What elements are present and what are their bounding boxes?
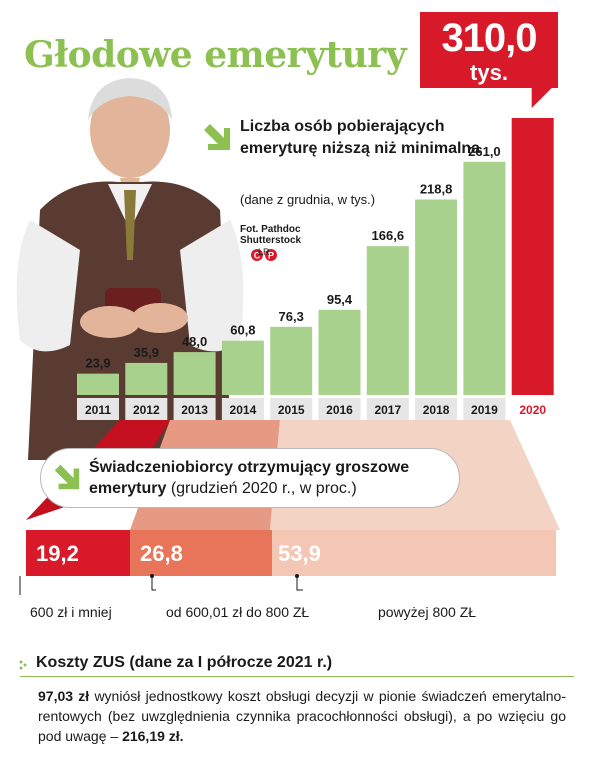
pct-title-bold: Świadczeniobiorcy otrzymujący groszowe e… bbox=[89, 459, 410, 497]
bar-2020 bbox=[511, 118, 554, 395]
bar-2018 bbox=[415, 199, 458, 395]
data-label-2017: 166,6 bbox=[372, 228, 405, 243]
pct-category-3: powyżej 800 ZŁ bbox=[378, 604, 477, 620]
chart-subtitle: (dane z grudnia, w tys.) bbox=[240, 192, 376, 207]
pct-segment-2 bbox=[130, 530, 272, 576]
data-label-2018: 218,8 bbox=[420, 181, 453, 196]
total-callout-notch bbox=[531, 88, 552, 108]
bar-2015 bbox=[270, 326, 313, 395]
pct-segment-3 bbox=[272, 530, 556, 576]
bar-2019 bbox=[463, 161, 506, 395]
total-2020-unit: tys. bbox=[470, 60, 508, 85]
bar-2014 bbox=[221, 340, 264, 395]
zus-heading: Koszty ZUS (dane za I półrocze 2021 r.) bbox=[36, 654, 333, 671]
pct-title-rest: (grudzień 2020 r., w proc.) bbox=[166, 480, 357, 497]
svg-text:P: P bbox=[268, 251, 274, 261]
axis-cell-2015 bbox=[270, 398, 313, 420]
bar-2011 bbox=[77, 373, 119, 395]
axis-cell-2017 bbox=[366, 398, 409, 420]
total-2020-box: 310,0 tys. bbox=[420, 12, 558, 88]
photo-credit: Fot. Pathdoc Shutterstock bbox=[240, 224, 301, 246]
axis-cell-2012 bbox=[125, 398, 168, 420]
data-label-2012: 35,9 bbox=[134, 345, 159, 360]
pct-title: Świadczeniobiorcy otrzymujący groszowe e… bbox=[89, 457, 459, 499]
axis-cell-2020 bbox=[511, 398, 554, 420]
tick-label-2016: 2016 bbox=[326, 403, 353, 417]
bar-2012 bbox=[125, 362, 168, 395]
data-label-2014: 60,8 bbox=[230, 323, 255, 338]
data-label-2019: 261,0 bbox=[468, 144, 501, 159]
pct-category-2: od 600,01 zł do 800 ZŁ bbox=[166, 604, 310, 620]
photo-credit-line-2: Shutterstock bbox=[240, 235, 302, 246]
arrow-down-right-icon bbox=[54, 464, 80, 490]
bar-chart-pensions: 2011 23,9 2012 35,9 2013 48,0 2014 60,8 2015 76,3… bbox=[77, 88, 554, 420]
axis-cell-2014 bbox=[221, 398, 264, 420]
zus-amount-2: 216,19 zł. bbox=[122, 728, 184, 744]
pct-label-2: 26,8 bbox=[140, 541, 183, 566]
dots-icon bbox=[19, 660, 27, 670]
data-label-2013: 48,0 bbox=[182, 334, 207, 349]
data-label-2016: 95,4 bbox=[327, 292, 353, 307]
total-2020-value: 310,0 bbox=[441, 16, 537, 60]
arrow-down-right-icon bbox=[204, 124, 230, 150]
bar-2013 bbox=[173, 352, 216, 395]
photo-credit-line-1: Fot. Pathdoc bbox=[240, 224, 301, 235]
pct-label-3: 53,9 bbox=[278, 541, 321, 566]
tick-label-2012: 2012 bbox=[133, 403, 160, 417]
zus-text: wyniósł jednostkowy koszt obsługi decyzj… bbox=[38, 688, 566, 744]
data-label-2015: 76,3 bbox=[279, 309, 304, 324]
svg-text:C: C bbox=[254, 251, 261, 261]
axis-cell-2018 bbox=[415, 398, 458, 420]
tick-label-2019: 2019 bbox=[471, 403, 498, 417]
pct-segment-1 bbox=[26, 530, 130, 576]
tick-label-2020: 2020 bbox=[519, 403, 546, 417]
data-label-2011: 23,9 bbox=[85, 356, 110, 371]
chart-title: Liczba osób pobierających emeryturę niżs… bbox=[240, 118, 481, 157]
tick-label-2018: 2018 bbox=[423, 403, 450, 417]
zus-amount-1: 97,03 zł bbox=[38, 688, 90, 704]
tick-label-2015: 2015 bbox=[278, 403, 305, 417]
axis-cell-2011 bbox=[77, 398, 119, 420]
source-label: ŁR bbox=[258, 247, 270, 257]
axis-cell-2013 bbox=[173, 398, 216, 420]
tick-label-2013: 2013 bbox=[181, 403, 208, 417]
axis-cell-2019 bbox=[463, 398, 506, 420]
cp-logo-icon: C P bbox=[251, 249, 277, 261]
pct-heading: Świadczeniobiorcy otrzymujący groszowe e… bbox=[40, 448, 460, 508]
zus-body: 97,03 zł wyniósł jednostkowy koszt obsłu… bbox=[38, 686, 566, 746]
pct-label-1: 19,2 bbox=[36, 541, 79, 566]
bar-2016 bbox=[318, 309, 361, 395]
tick-label-2017: 2017 bbox=[374, 403, 401, 417]
tick-label-2014: 2014 bbox=[230, 403, 257, 417]
tick-label-2011: 2011 bbox=[85, 403, 111, 417]
pct-category-1: 600 zł i mniej bbox=[30, 604, 112, 620]
bar-2017 bbox=[366, 246, 409, 395]
zus-divider bbox=[20, 676, 574, 677]
page-title: Głodowe emerytury bbox=[24, 34, 407, 76]
axis-cell-2016 bbox=[318, 398, 361, 420]
